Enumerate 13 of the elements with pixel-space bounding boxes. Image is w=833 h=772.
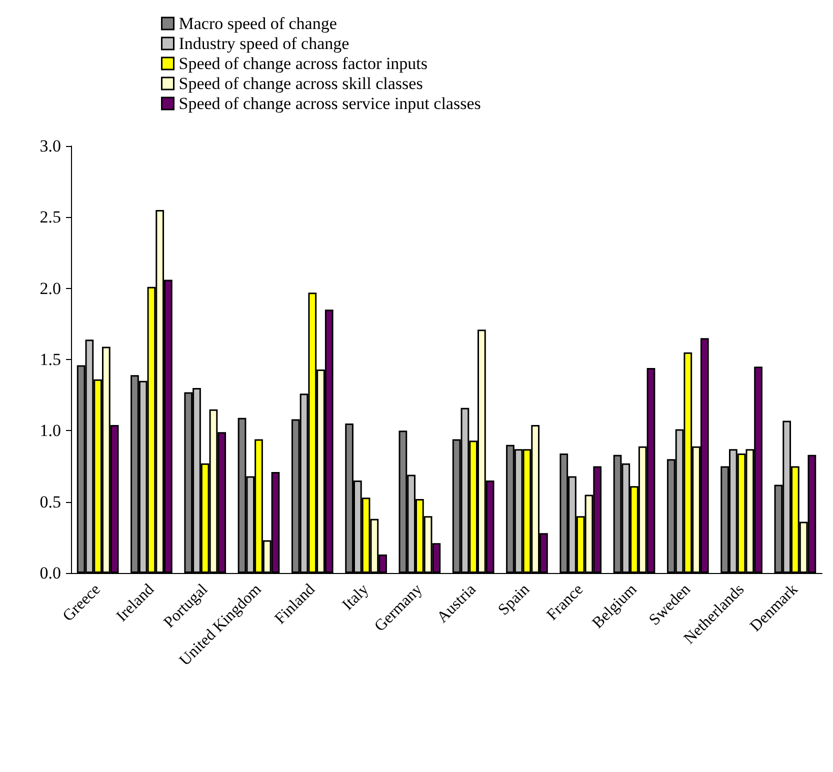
y-tick-label: 1.0 (40, 421, 61, 440)
y-tick-label: 2.5 (40, 208, 61, 227)
legend-label: Speed of change across service input classes (178, 94, 481, 113)
legend-label: Industry speed of change (178, 34, 350, 53)
y-tick-label: 2.0 (40, 278, 61, 298)
legend-label: Speed of change across skill classes (178, 74, 423, 93)
y-tick-label: 0.0 (40, 564, 61, 582)
y-tick-label: 3.0 (40, 136, 61, 156)
legend-label: Speed of change across factor inputs (178, 54, 428, 73)
x-tick-label: Italy (339, 580, 372, 614)
y-tick-label: 1.5 (40, 350, 61, 369)
legend-label: Macro speed of change (178, 14, 337, 33)
y-tick-label: 0.5 (40, 492, 61, 512)
